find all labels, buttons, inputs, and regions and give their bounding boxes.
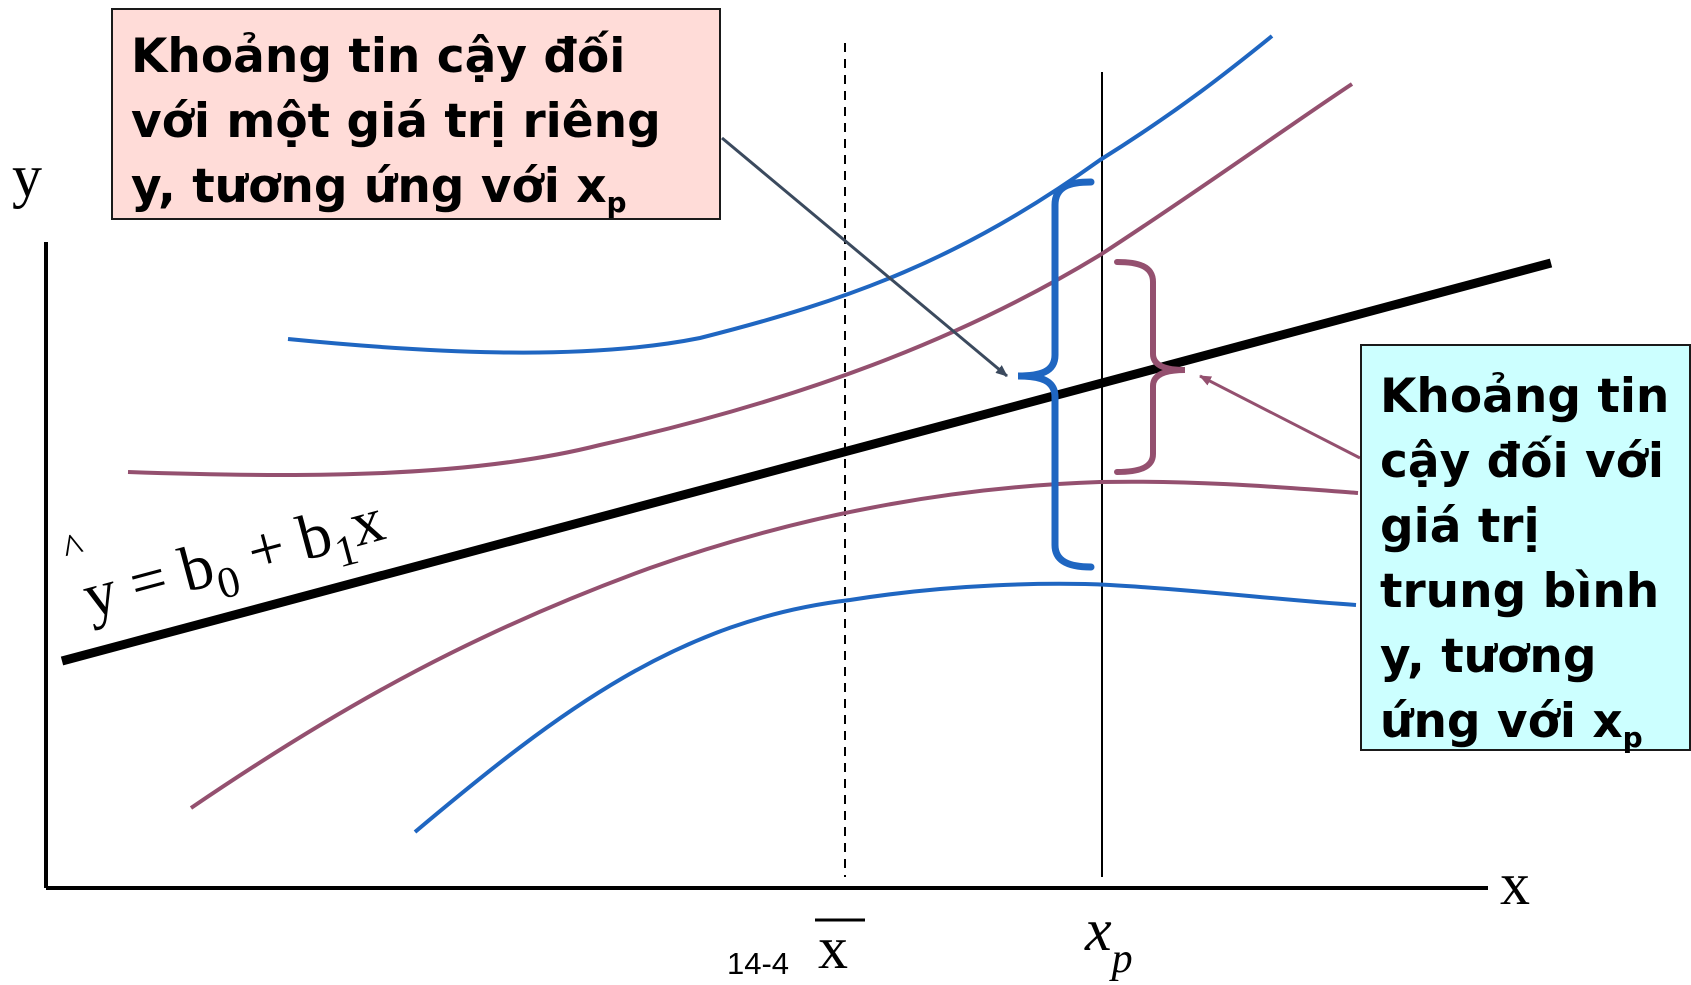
callout-mean-line-2: cậy đối với	[1380, 434, 1665, 489]
callout-individual-subscript: p	[606, 186, 627, 219]
callout-individual-line-3: y, tương ứng với xp	[131, 159, 627, 219]
y-axis-label: y	[12, 143, 42, 209]
x-p-subscript: p	[1109, 936, 1133, 982]
x-p-label: xp	[1084, 897, 1133, 982]
arrow-individual-callout	[721, 136, 1008, 378]
individual-value-interval-callout: Khoảng tin cậy đối với một giá trị riêng…	[111, 8, 721, 220]
callout-mean-line-1: Khoảng tin	[1380, 369, 1670, 424]
x-mean-label: x	[818, 915, 848, 981]
callout-mean-line-6: ứng với xp	[1380, 694, 1643, 754]
x-axis-label: x	[1500, 851, 1530, 917]
regression-line	[60, 258, 1553, 666]
callout-mean-line-3: giá trị	[1380, 499, 1540, 554]
prediction-band-lower	[413, 581, 1357, 834]
callout-individual-line-2: với một giá trị riêng	[131, 94, 661, 149]
slide-page-number: 14-4	[727, 946, 790, 981]
confidence-band-lower	[189, 479, 1359, 810]
callout-individual-line-1: Khoảng tin cậy đối	[131, 29, 626, 84]
callout-mean-line-5: y, tương	[1380, 629, 1597, 684]
prediction-interval-brace	[1017, 178, 1095, 571]
confidence-interval-brace	[1114, 259, 1186, 475]
arrow-mean-callout	[1199, 374, 1361, 460]
prediction-band-upper	[287, 34, 1274, 355]
callout-mean-line-4: trung bình	[1380, 564, 1660, 619]
confidence-band-upper	[127, 82, 1354, 478]
mean-value-interval-callout: Khoảng tin cậy đối với giá trị trung bìn…	[1360, 344, 1691, 754]
callout-mean-subscript: p	[1622, 721, 1643, 754]
